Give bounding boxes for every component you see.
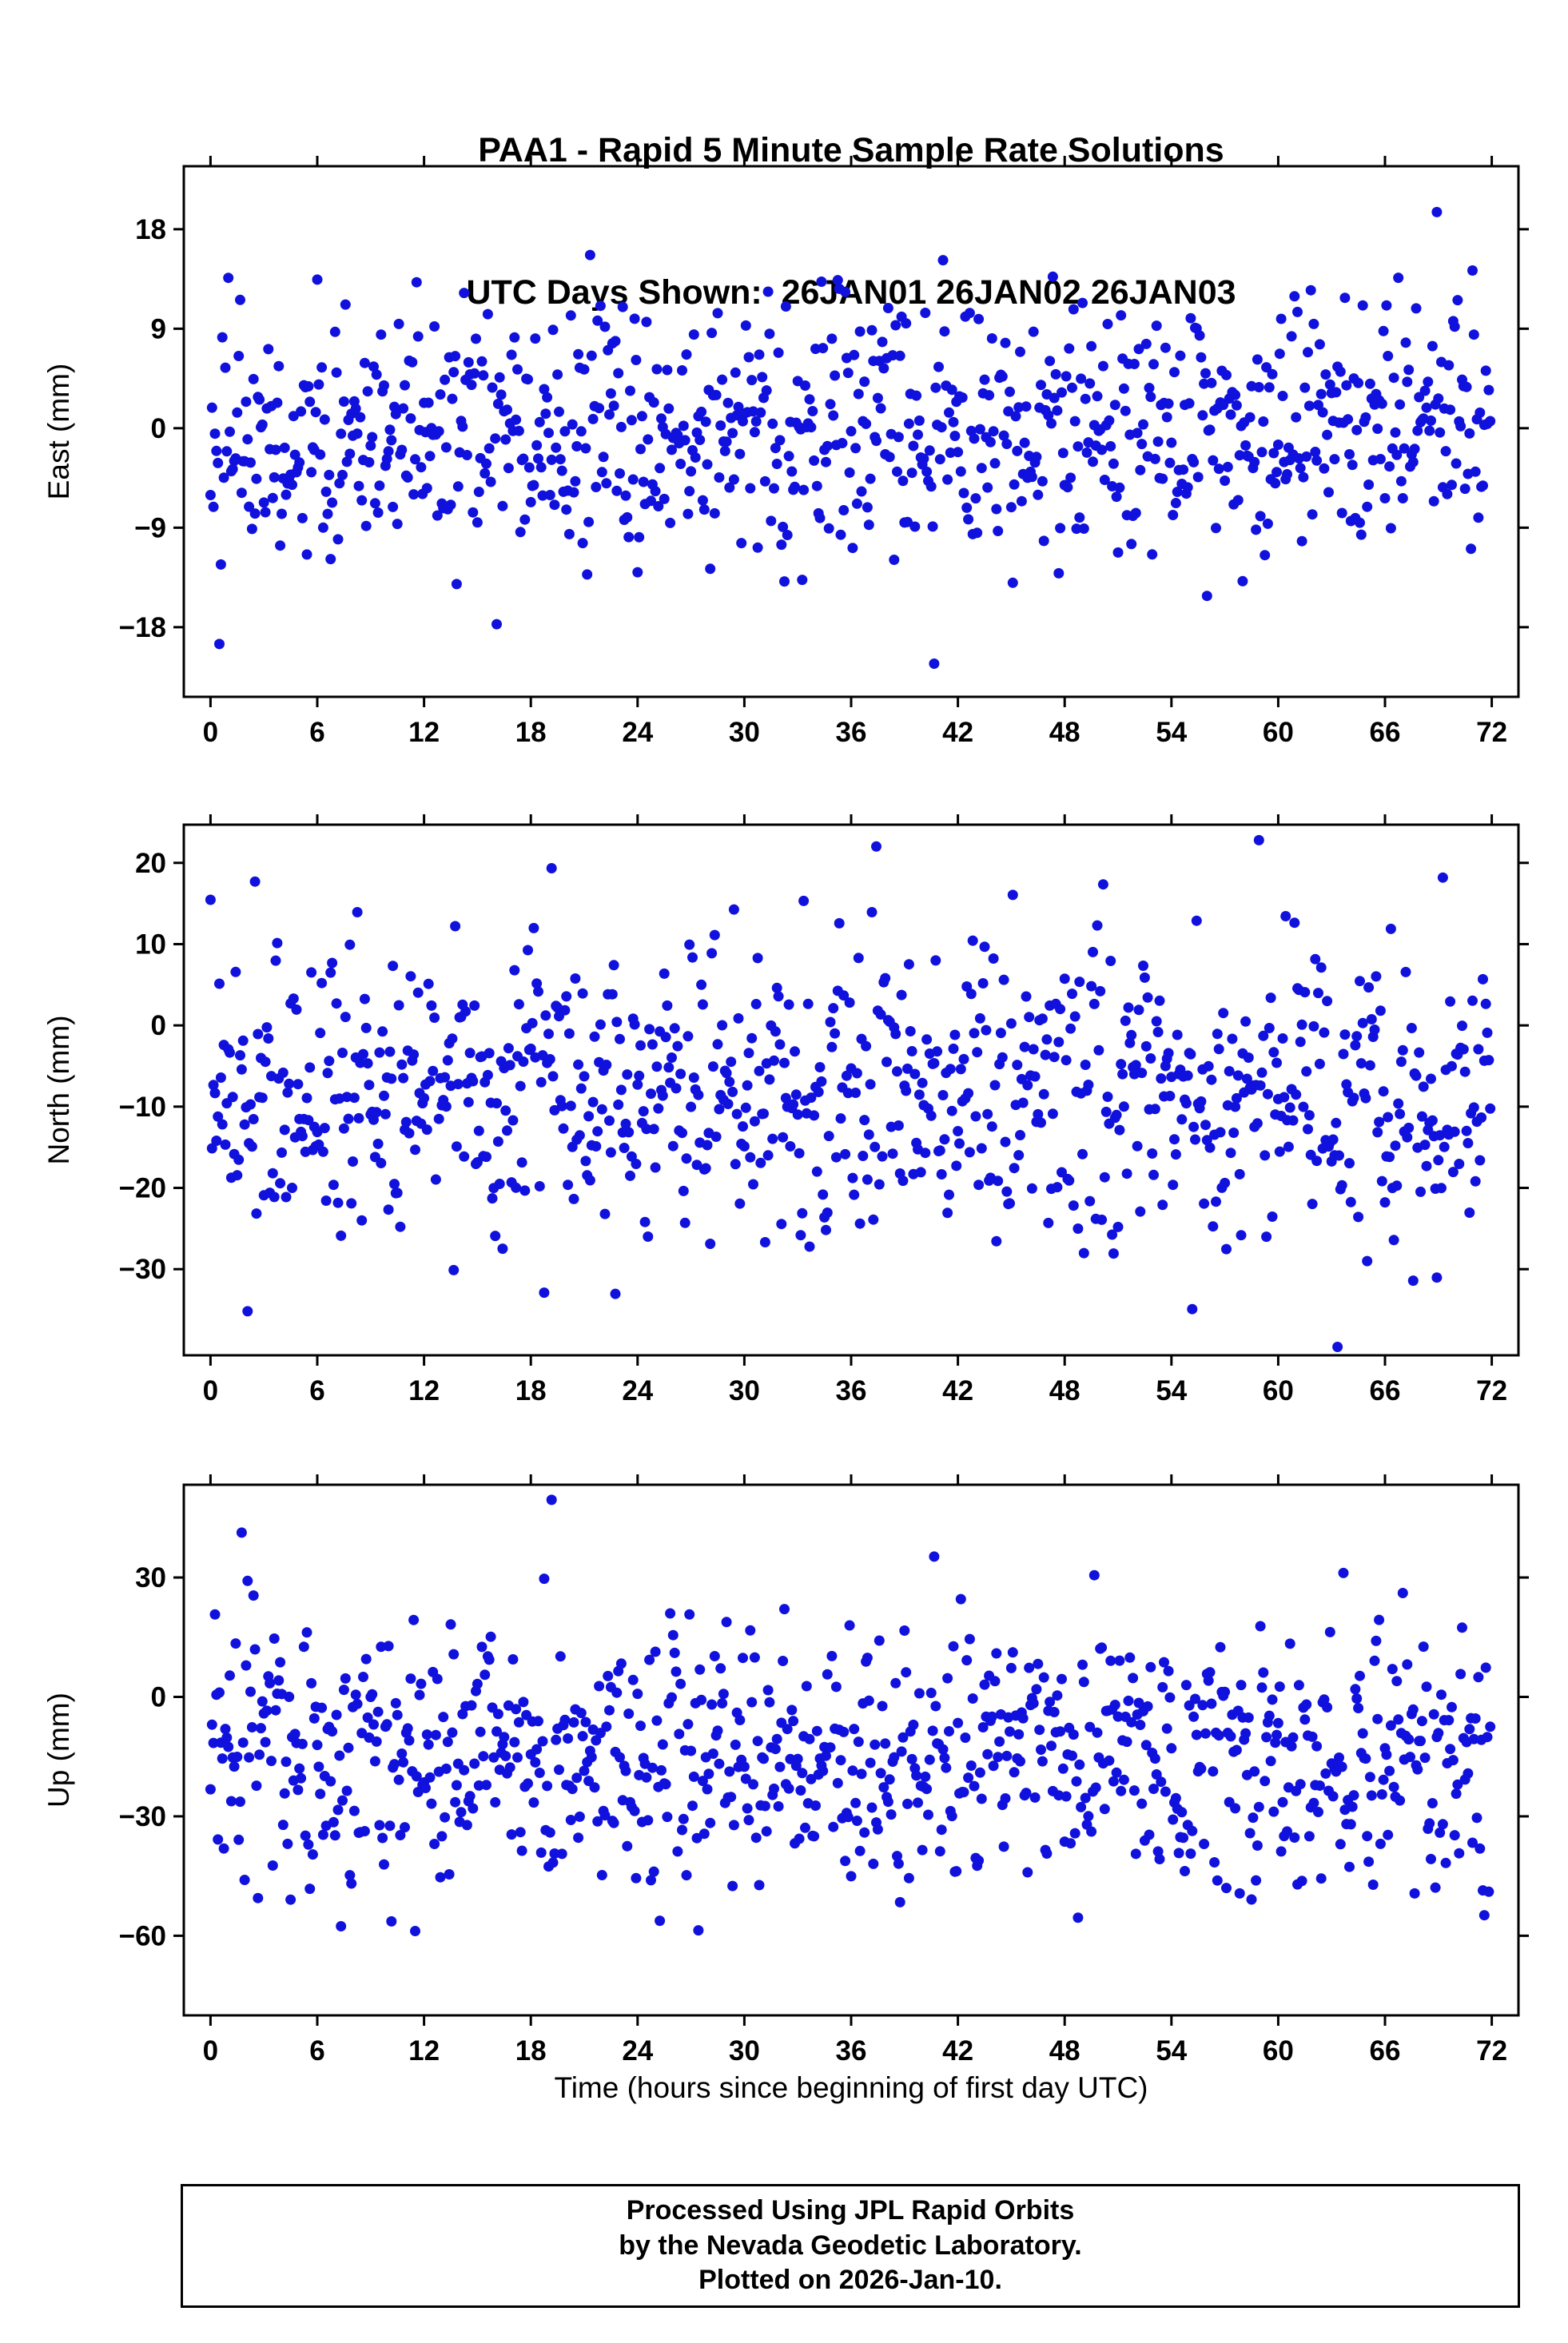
svg-text:12: 12 <box>408 2035 440 2067</box>
svg-text:30: 30 <box>729 1375 760 1406</box>
svg-text:−30: −30 <box>119 1801 166 1832</box>
svg-text:30: 30 <box>729 2035 760 2067</box>
svg-text:0: 0 <box>151 413 166 444</box>
svg-text:0: 0 <box>203 2035 218 2067</box>
svg-text:66: 66 <box>1370 2035 1401 2067</box>
svg-text:12: 12 <box>408 717 440 748</box>
svg-text:18: 18 <box>515 717 547 748</box>
svg-text:30: 30 <box>135 1562 166 1593</box>
svg-text:6: 6 <box>309 2035 324 2067</box>
x-axis-label: Time (hours since beginning of first day… <box>554 2071 1148 2104</box>
svg-text:36: 36 <box>836 2035 867 2067</box>
svg-text:30: 30 <box>729 717 760 748</box>
up-scatter-plot: 0 6 12 18 24 30 36 42 48 54 60 66 72 −60 −30 0 30 <box>119 1474 1529 2067</box>
svg-text:66: 66 <box>1370 1375 1401 1406</box>
svg-text:18: 18 <box>135 214 166 245</box>
svg-text:24: 24 <box>622 2035 653 2067</box>
north-scatter-plot: 0 6 12 18 24 30 36 42 48 54 60 66 72 −30 −20 −10 0 10 20 <box>119 814 1529 1406</box>
svg-text:42: 42 <box>942 1375 973 1406</box>
footer-box: Processed Using JPL Rapid Orbits by the … <box>181 2184 1520 2308</box>
svg-text:0: 0 <box>203 1375 218 1406</box>
svg-text:18: 18 <box>515 2035 547 2067</box>
svg-text:60: 60 <box>1263 717 1294 748</box>
svg-text:36: 36 <box>836 717 867 748</box>
svg-text:0: 0 <box>203 717 218 748</box>
svg-text:6: 6 <box>309 717 324 748</box>
svg-text:72: 72 <box>1476 717 1507 748</box>
svg-text:48: 48 <box>1049 1375 1080 1406</box>
svg-text:48: 48 <box>1049 2035 1080 2067</box>
svg-text:24: 24 <box>622 717 653 748</box>
chart-title-line1: PAA1 - Rapid 5 Minute Sample Rate Soluti… <box>478 130 1224 169</box>
footer-line1: Processed Using JPL Rapid Orbits <box>626 2195 1075 2226</box>
svg-text:−20: −20 <box>119 1173 166 1204</box>
footer-line3: Plotted on 2026-Jan-10. <box>698 2265 1002 2296</box>
svg-text:60: 60 <box>1263 2035 1294 2067</box>
svg-text:9: 9 <box>151 313 166 344</box>
svg-text:−10: −10 <box>119 1092 166 1123</box>
svg-text:60: 60 <box>1263 1375 1294 1406</box>
chart-title: PAA1 - Rapid 5 Minute Sample Rate Soluti… <box>184 32 1518 412</box>
svg-text:54: 54 <box>1156 2035 1187 2067</box>
svg-text:−30: −30 <box>119 1254 166 1285</box>
svg-text:66: 66 <box>1370 717 1401 748</box>
svg-text:42: 42 <box>942 717 973 748</box>
chart-title-line2: UTC Days Shown: 26JAN01 26JAN02 26JAN03 <box>466 272 1236 312</box>
east-scatter-plot: 0 6 12 18 24 30 36 42 48 54 60 66 72 −18 −9 0 9 18 <box>119 156 1529 748</box>
svg-text:0: 0 <box>151 1010 166 1041</box>
svg-text:42: 42 <box>942 2035 973 2067</box>
svg-text:72: 72 <box>1476 2035 1507 2067</box>
svg-text:−9: −9 <box>134 512 166 543</box>
svg-text:12: 12 <box>408 1375 440 1406</box>
svg-text:6: 6 <box>309 1375 324 1406</box>
svg-text:54: 54 <box>1156 717 1187 748</box>
svg-text:36: 36 <box>836 1375 867 1406</box>
svg-text:−60: −60 <box>119 1920 166 1951</box>
svg-text:48: 48 <box>1049 717 1080 748</box>
svg-text:0: 0 <box>151 1682 166 1713</box>
svg-text:10: 10 <box>135 929 166 960</box>
footer-line2: by the Nevada Geodetic Laboratory. <box>619 2230 1082 2261</box>
svg-text:72: 72 <box>1476 1375 1507 1406</box>
svg-text:−18: −18 <box>119 612 166 643</box>
svg-text:54: 54 <box>1156 1375 1187 1406</box>
svg-text:20: 20 <box>135 848 166 879</box>
svg-text:18: 18 <box>515 1375 547 1406</box>
svg-text:24: 24 <box>622 1375 653 1406</box>
